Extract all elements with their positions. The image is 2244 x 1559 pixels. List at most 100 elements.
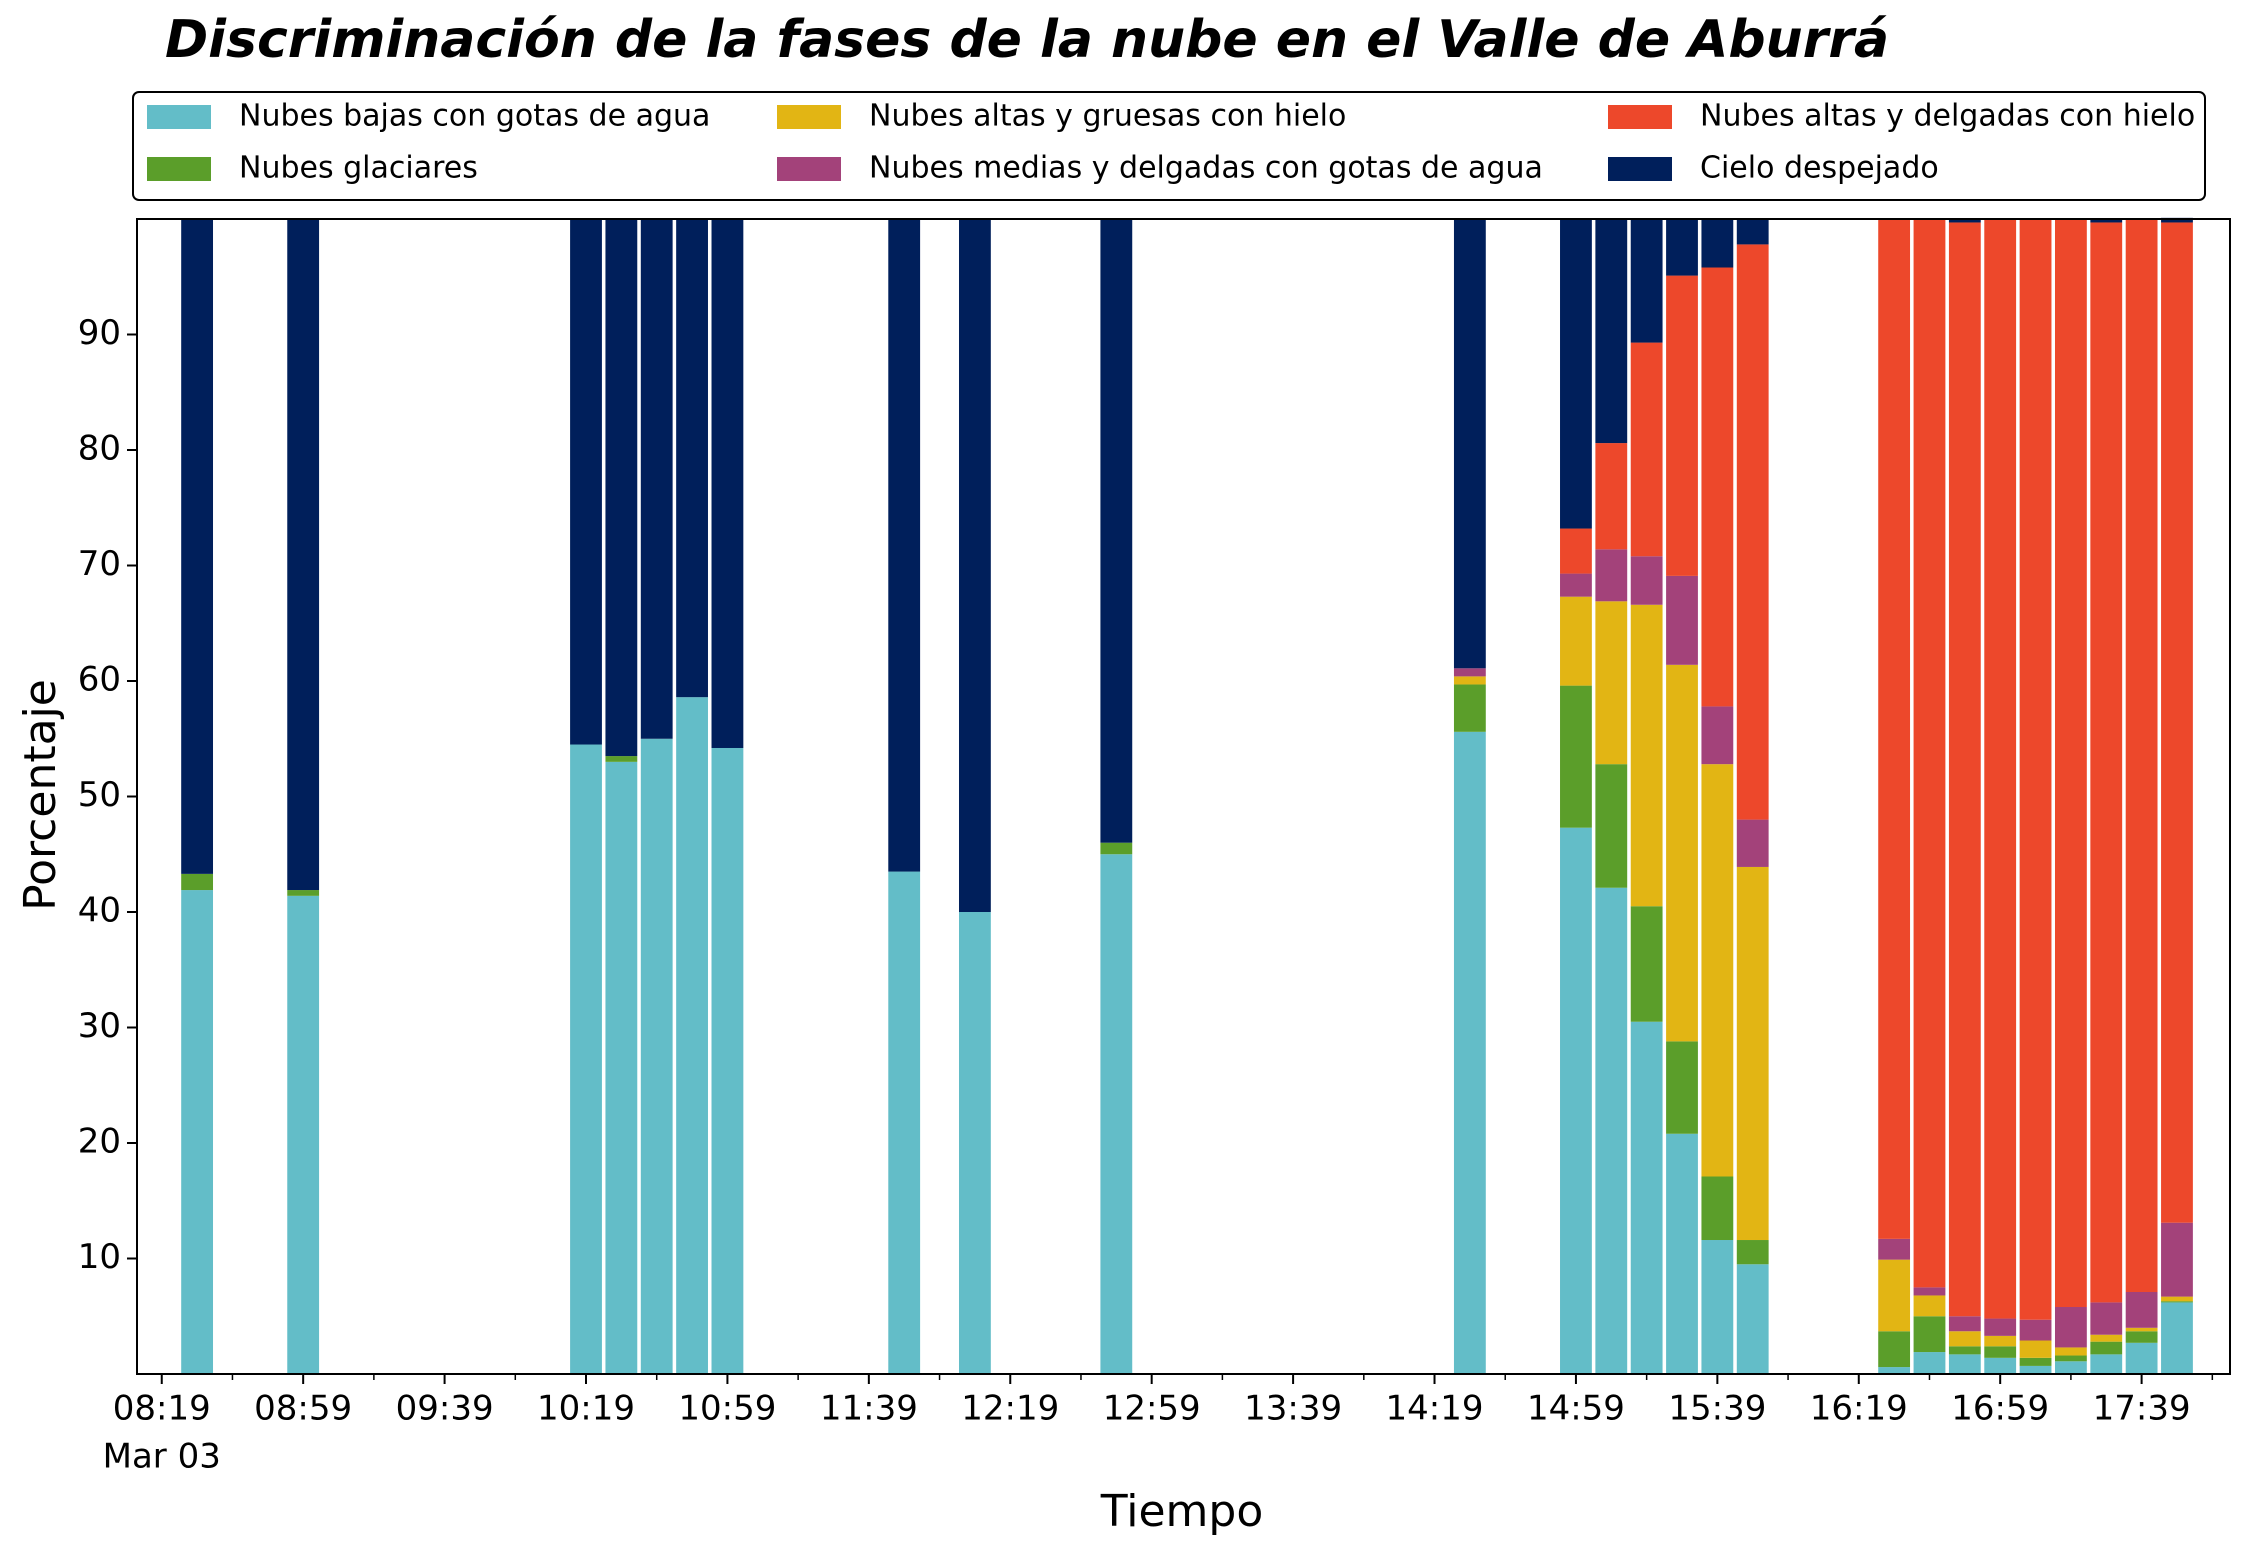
bar-segment [958,219,991,912]
bar-segment [1948,219,1981,223]
bar-segment [1630,342,1663,557]
bar-segment [1984,1335,2017,1347]
bar-segment [2161,217,2193,223]
bar-segment [181,873,214,891]
bar-segment [1630,219,1663,343]
legend-swatch [147,157,211,181]
y-tick-label: 80 [78,429,121,469]
bar-segment [605,761,638,1374]
bar-segment [1736,866,1769,1241]
bar-segment [2161,1302,2193,1374]
bar-segment [1453,676,1486,685]
bar-segment [1984,219,2017,1319]
bar-segment [676,219,708,698]
x-tick-label: 09:39 [396,1389,494,1429]
x-tick-label: 12:19 [961,1389,1059,1429]
legend-label: Nubes altas y delgadas con hielo [1700,99,2195,134]
bar-segment [1948,1346,1981,1355]
bar-segment [1878,1331,1911,1368]
legend-swatch [1608,105,1672,129]
legend-swatch [777,105,841,129]
bar-segment [1595,549,1628,602]
x-tick-label: 15:39 [1668,1389,1766,1429]
legend-box [132,91,2206,201]
bar-segment [570,744,602,1374]
bar-segment [1666,1041,1698,1134]
bar-segment [1595,443,1628,550]
bar-segment [676,697,708,1374]
bar-segment [287,895,320,1374]
bar-segment [1666,664,1698,1042]
bar-segment [2090,1302,2123,1335]
bar-segment [1948,1316,1981,1332]
bar-segment [1878,1259,1911,1332]
bar-segment [1560,219,1592,529]
bar-segment [1701,764,1734,1177]
y-tick-label: 70 [78,544,121,584]
y-tick-label: 30 [78,1006,121,1046]
bar-segment [2090,1341,2123,1355]
bar-segment [1666,575,1698,665]
bar-segment [2161,1301,2193,1303]
bar-segment [888,871,921,1374]
legend-swatch [1608,157,1672,181]
bar-segment [1736,244,1769,820]
bar-segment [1666,1133,1698,1374]
x-tick-label: 08:19 [113,1389,211,1429]
legend-label: Nubes bajas con gotas de agua [239,99,710,134]
bar-segment [1100,854,1133,1374]
y-tick-label: 10 [78,1237,121,1277]
bar-segment [1913,219,1946,1288]
bar-segment [2125,1291,2158,1328]
bar-segment [1595,887,1628,1374]
bar-segment [1100,219,1133,843]
x-tick-label: 10:19 [537,1389,635,1429]
bar-segment [2125,1327,2158,1332]
bar-segment [2054,1307,2087,1348]
y-tick-label: 40 [78,891,121,931]
bar-segment [1630,556,1663,605]
bar-segment [711,219,744,748]
x-tick-label: 16:19 [1810,1389,1908,1429]
bar-segment [605,219,638,757]
bar-segment [2019,219,2052,1320]
bar-segment [1630,604,1663,907]
bar-segment [605,756,638,762]
bar-segment [1701,1176,1734,1241]
bar-segment [2090,222,2123,1303]
bar-segment [1453,731,1486,1374]
bar-segment [640,219,673,739]
x-tick-label: 10:59 [678,1389,776,1429]
bar-segment [1666,219,1698,276]
bar-segment [1913,1316,1946,1353]
y-tick-label: 20 [78,1122,121,1162]
x-tick-label: 14:59 [1527,1389,1625,1429]
bar-segment [2161,222,2193,1223]
bar-segment [1701,1240,1734,1374]
bar-segment [2125,1342,2158,1374]
bar-segment [2054,1347,2087,1356]
bar-segment [958,912,991,1374]
bar-segment [2054,1355,2087,1362]
bar-segment [1595,601,1628,765]
x-tick-label: 14:19 [1386,1389,1484,1429]
bar-segment [1560,573,1592,597]
bar-segment [2090,219,2123,223]
x-tick-label: 16:59 [1951,1389,2049,1429]
bar-segment [1630,1021,1663,1374]
bar-segment [2019,1340,2052,1358]
bar-segment [287,890,320,896]
bar-segment [1560,528,1592,574]
x-tick-label: 08:59 [254,1389,352,1429]
bar-segment [1736,1264,1769,1374]
bar-segment [1453,219,1486,669]
bar-segment [1878,219,1911,1239]
bar-segment [888,219,921,872]
bar-segment [1948,1354,1981,1374]
bar-segment [1701,267,1734,707]
x-tick-label: 11:39 [820,1389,918,1429]
x-tick-label: 13:39 [1244,1389,1342,1429]
bar-segment [1560,596,1592,686]
bar-segment [1948,222,1981,1317]
bar-segment [1595,764,1628,888]
